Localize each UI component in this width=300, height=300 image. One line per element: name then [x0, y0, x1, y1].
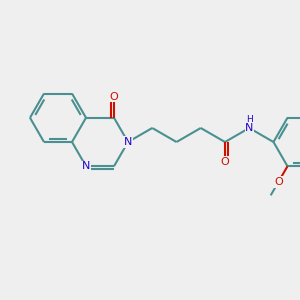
Text: N: N: [245, 123, 254, 133]
Text: O: O: [274, 177, 283, 187]
Text: H: H: [246, 116, 253, 124]
Text: N: N: [124, 137, 132, 147]
Text: O: O: [220, 157, 230, 166]
Text: N: N: [82, 161, 90, 171]
Text: O: O: [110, 92, 118, 102]
